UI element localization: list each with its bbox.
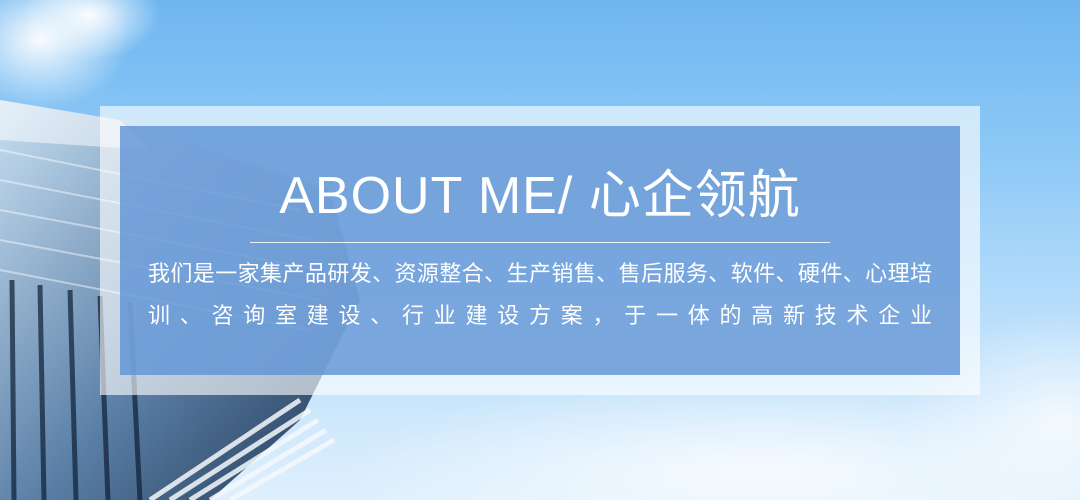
cloud [0, 0, 160, 110]
about-title: ABOUT ME/ 心企领航 [279, 167, 801, 225]
title-divider [250, 242, 830, 243]
about-panel: ABOUT ME/ 心企领航 我们是一家集产品研发、资源整合、生产销售、售后服务… [120, 126, 960, 375]
about-description: 我们是一家集产品研发、资源整合、生产销售、售后服务、软件、硬件、心理培训、咨询室… [148, 262, 932, 329]
